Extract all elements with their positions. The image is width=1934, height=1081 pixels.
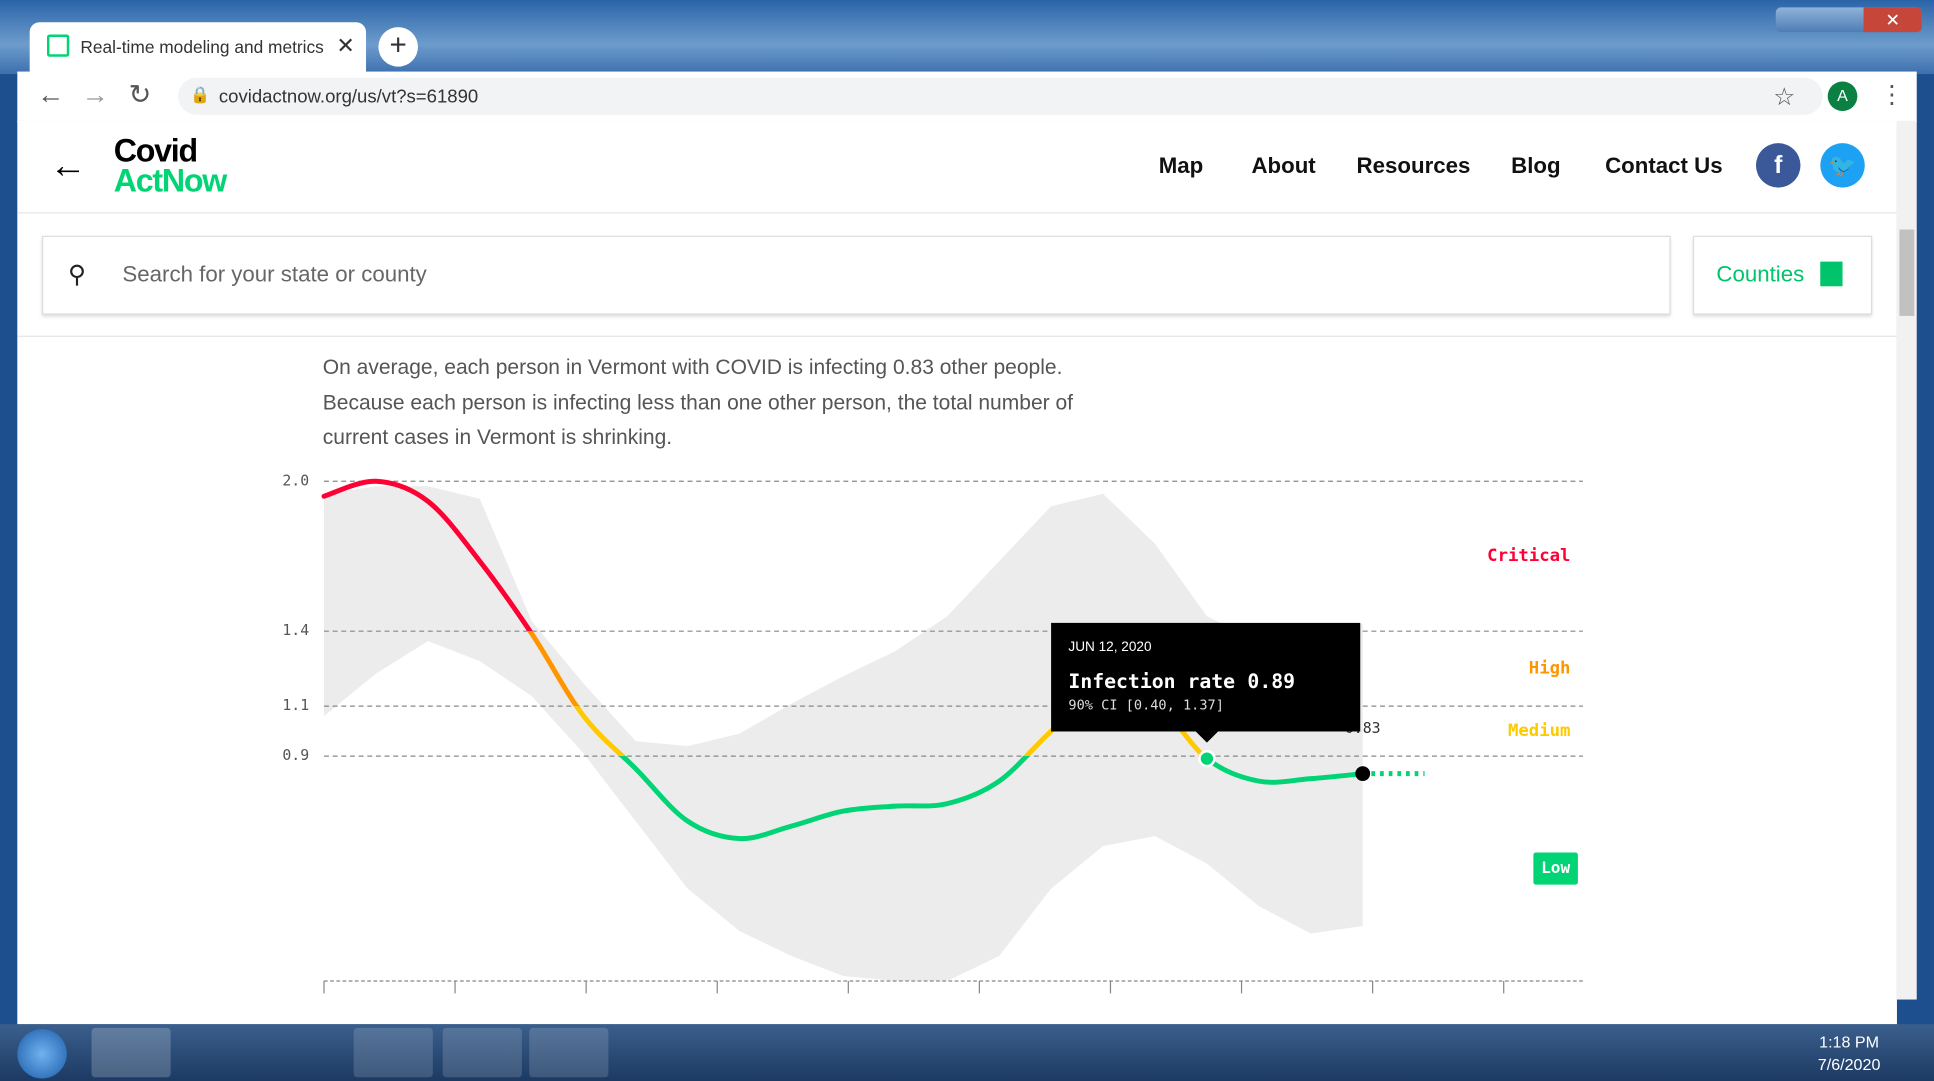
y-tick-label: 1.4 xyxy=(282,622,309,639)
scrollbar[interactable] xyxy=(1897,121,1917,1000)
scroll-thumb[interactable] xyxy=(1899,230,1914,316)
zone-label: Medium xyxy=(1508,721,1571,741)
clock[interactable]: 1:18 PM 7/6/2020 xyxy=(1818,1032,1881,1076)
page: ✕ Real-time modeling and metrics ✕ + ← →… xyxy=(0,0,1934,1081)
y-tick-label: 2.0 xyxy=(282,472,309,489)
zone-label: Critical xyxy=(1487,546,1570,566)
tooltip-title: Infection rate 0.89 xyxy=(1068,670,1295,693)
hover-point xyxy=(1200,751,1215,766)
taskbar-app[interactable] xyxy=(92,1028,171,1077)
taskbar-app[interactable] xyxy=(443,1028,522,1077)
screen: ✕ Real-time modeling and metrics ✕ + ← →… xyxy=(0,0,1934,1081)
tooltip-label: Infection rate xyxy=(1068,670,1235,693)
date: 7/6/2020 xyxy=(1818,1054,1881,1076)
taskbar-app[interactable] xyxy=(354,1028,433,1077)
taskbar-app[interactable] xyxy=(183,1028,262,1077)
y-tick-label: 1.1 xyxy=(282,697,309,714)
tooltip-ci: 90% CI [0.40, 1.37] xyxy=(1068,698,1223,714)
y-tick-label: 0.9 xyxy=(282,747,309,764)
start-button[interactable] xyxy=(17,1029,66,1078)
taskbar: 1:18 PM 7/6/2020 xyxy=(0,1024,1934,1081)
tooltip-value: 0.89 xyxy=(1247,670,1295,693)
zone-label: High xyxy=(1529,659,1571,679)
time: 1:18 PM xyxy=(1818,1032,1881,1054)
chart: 2.01.41.10.9CriticalHighMediumLow0.83JUN… xyxy=(0,0,1934,1024)
zone-label: Low xyxy=(1541,858,1570,877)
latest-point xyxy=(1355,766,1370,781)
taskbar-app[interactable] xyxy=(529,1028,608,1077)
tooltip-date: JUN 12, 2020 xyxy=(1068,639,1152,654)
